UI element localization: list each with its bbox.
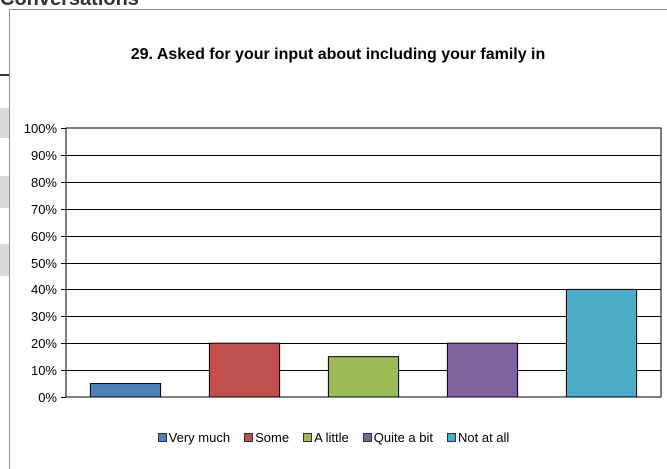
legend-item: Quite a bit [362, 430, 434, 445]
background-divider [0, 74, 10, 76]
bar-not-at-all [565, 288, 638, 398]
y-tick-label: 0% [38, 390, 57, 405]
legend-label: A little [314, 430, 349, 445]
chart-legend: Very much Some A little Quite a bit Not at a… [0, 430, 667, 445]
legend-swatch [447, 433, 457, 442]
bar-quite-a-bit [446, 342, 519, 398]
y-tick-label: 10% [31, 363, 57, 378]
y-tick-label: 100% [24, 121, 58, 136]
background-cell [0, 244, 10, 276]
bar-some [208, 342, 281, 398]
y-tick-label: 60% [31, 229, 57, 244]
legend-label: Quite a bit [373, 430, 434, 445]
legend-item: Very much [157, 430, 231, 445]
y-tick-label: 30% [31, 309, 57, 324]
legend-swatch [244, 433, 254, 442]
y-tick-label: 80% [31, 175, 57, 190]
y-tick-label: 40% [31, 282, 57, 297]
legend-item: Not at all [447, 430, 509, 445]
background-heading-fragment: Conversations [0, 0, 139, 11]
y-tick-label: 50% [31, 256, 57, 271]
legend-swatch [157, 433, 167, 442]
legend-swatch [303, 433, 313, 442]
chart-title: 29. Asked for your input about including… [130, 46, 546, 63]
bar-a-little [327, 356, 400, 398]
y-tick-label: 90% [31, 148, 57, 163]
background-cell [0, 176, 10, 208]
legend-item: A little [303, 430, 349, 445]
y-tick-label: 70% [31, 202, 57, 217]
legend-label: Very much [168, 430, 231, 445]
bar-very-much [89, 383, 162, 398]
y-tick-label: 20% [31, 336, 57, 351]
background-cell [0, 108, 10, 138]
legend-swatch [362, 433, 372, 442]
legend-label: Some [255, 430, 290, 445]
legend-label: Not at all [458, 430, 510, 445]
legend-item: Some [244, 430, 289, 445]
